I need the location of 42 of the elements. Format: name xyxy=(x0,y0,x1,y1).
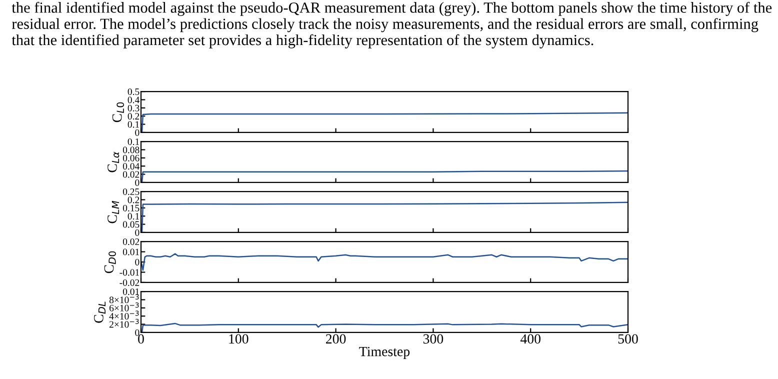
y-tick-label: 0.1 xyxy=(128,213,140,220)
x-tick-label: 300 xyxy=(423,334,444,344)
y-tick-label: 0.05 xyxy=(122,221,140,228)
y-axis-title: C$_{DL}$ xyxy=(94,302,106,323)
y-tick-label: -0.01 xyxy=(120,269,140,276)
y-tick-label: 0.08 xyxy=(122,146,140,154)
y-tick-label: 0.1 xyxy=(128,121,140,128)
y-tick-label: 2×10$^{−3}$ xyxy=(110,318,139,328)
y-axis-title: C$_{LM}$ xyxy=(108,200,120,224)
y-tick-label: 0.01 xyxy=(122,288,140,296)
y-tick-label: 4×10$^{−3}$ xyxy=(109,310,139,320)
x-tick-label: 200 xyxy=(326,334,346,344)
y-tick-label: 0.02 xyxy=(122,171,140,178)
x-tick-label: 500 xyxy=(618,334,638,344)
y-axis-title: C$_{D0}$ xyxy=(104,251,116,274)
y-tick-label: 0.4 xyxy=(128,96,140,104)
x-tick-label: 100 xyxy=(229,334,248,344)
y-tick-label: 0.2 xyxy=(128,113,140,120)
y-tick-label: 6×10$^{−3}$ xyxy=(110,302,139,312)
y-tick-label: -0.02 xyxy=(120,279,140,286)
y-tick-label: 0 xyxy=(135,329,140,336)
y-axis-title: C$_{Lα}$ xyxy=(108,152,120,172)
y-tick-label: 0.3 xyxy=(128,104,140,112)
y-tick-label: 0 xyxy=(135,229,140,236)
y-tick-label: 0.06 xyxy=(122,154,140,162)
y-tick-label: 8×10$^{−3}$ xyxy=(109,294,139,304)
x-tick-label: 400 xyxy=(520,334,540,344)
text: the final identified model against the pseudo-QAR measurement data (grey). The bottom panels show the time history of the residual error. The model’s predictions closely track the noisy measurements, and the residual errors are small, confirming that the identified parameter set provides a high-fidelity representation of the system dynamics. xyxy=(12,2,772,48)
y-tick-label: 0.01 xyxy=(122,248,140,256)
y-tick-label: 0.02 xyxy=(122,238,140,246)
y-tick-label: 0.15 xyxy=(122,204,140,212)
y-axis-title: C$_{L0}$ xyxy=(112,102,124,122)
y-tick-label: 0.1 xyxy=(128,138,140,146)
line-series xyxy=(141,253,628,271)
x-axis-title: Timestep xyxy=(359,346,410,360)
y-tick-label: 0.2 xyxy=(128,196,140,204)
y-tick-label: 0.04 xyxy=(122,163,140,170)
y-tick-label: 0 xyxy=(135,179,140,186)
y-tick-label: 0.5 xyxy=(128,88,140,96)
y-tick-label: 0 xyxy=(135,258,140,266)
y-tick-label: 0 xyxy=(135,129,140,136)
y-tick-label: 0.25 xyxy=(122,188,140,196)
